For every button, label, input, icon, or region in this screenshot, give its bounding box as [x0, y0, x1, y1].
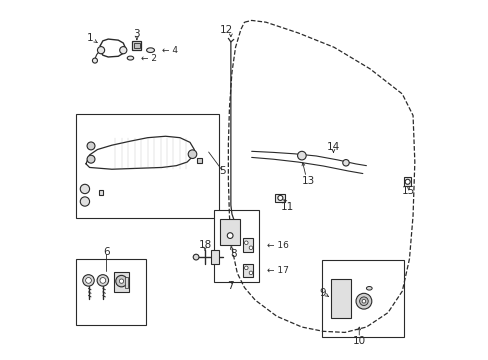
Circle shape: [80, 184, 89, 194]
Circle shape: [342, 159, 348, 166]
Text: ← 2: ← 2: [141, 54, 157, 63]
Circle shape: [355, 293, 371, 309]
Text: 13: 13: [301, 176, 314, 186]
Bar: [404, 177, 410, 186]
Circle shape: [97, 46, 104, 54]
Text: 14: 14: [326, 141, 339, 152]
Circle shape: [116, 275, 127, 287]
Bar: [331, 279, 350, 318]
Bar: [76, 114, 219, 218]
Circle shape: [362, 300, 365, 303]
Circle shape: [244, 266, 247, 270]
Text: ← 16: ← 16: [266, 241, 288, 250]
Circle shape: [227, 233, 233, 238]
Text: 3: 3: [133, 29, 140, 39]
Text: 18: 18: [198, 240, 211, 250]
Circle shape: [359, 297, 367, 306]
Bar: [242, 264, 253, 277]
Bar: [220, 220, 240, 244]
Circle shape: [188, 150, 196, 158]
Circle shape: [297, 151, 305, 160]
Circle shape: [249, 246, 252, 249]
Text: ← 17: ← 17: [266, 266, 288, 275]
Text: 7: 7: [227, 281, 234, 291]
Bar: [275, 194, 285, 202]
Circle shape: [119, 279, 123, 283]
Text: ← 4: ← 4: [162, 46, 178, 55]
Bar: [99, 190, 103, 195]
Circle shape: [100, 278, 105, 283]
Circle shape: [97, 275, 108, 286]
Bar: [211, 250, 219, 264]
Circle shape: [244, 241, 247, 244]
Circle shape: [277, 195, 282, 201]
Circle shape: [82, 275, 94, 286]
Text: 1: 1: [87, 33, 93, 43]
Bar: [214, 211, 258, 282]
Circle shape: [80, 197, 89, 206]
Circle shape: [120, 46, 126, 54]
Text: 11: 11: [280, 202, 294, 212]
Text: 8: 8: [230, 248, 237, 258]
Circle shape: [87, 155, 95, 163]
Circle shape: [87, 142, 95, 150]
Text: 15: 15: [401, 186, 414, 197]
Bar: [134, 42, 140, 48]
Text: 6: 6: [103, 247, 109, 257]
Bar: [76, 259, 145, 325]
Ellipse shape: [366, 287, 371, 290]
Ellipse shape: [146, 48, 154, 53]
Circle shape: [85, 278, 91, 283]
Text: 12: 12: [219, 25, 232, 35]
Bar: [132, 41, 141, 50]
Bar: [242, 238, 253, 252]
Text: 9: 9: [319, 288, 325, 298]
Circle shape: [405, 179, 409, 184]
Ellipse shape: [127, 56, 133, 60]
Circle shape: [193, 254, 199, 260]
Bar: [197, 158, 202, 163]
Bar: [114, 273, 128, 292]
Circle shape: [249, 271, 252, 275]
Text: 10: 10: [352, 336, 365, 346]
Bar: [125, 277, 128, 288]
Text: 5: 5: [219, 166, 226, 176]
Bar: [321, 260, 403, 337]
Circle shape: [92, 58, 97, 63]
